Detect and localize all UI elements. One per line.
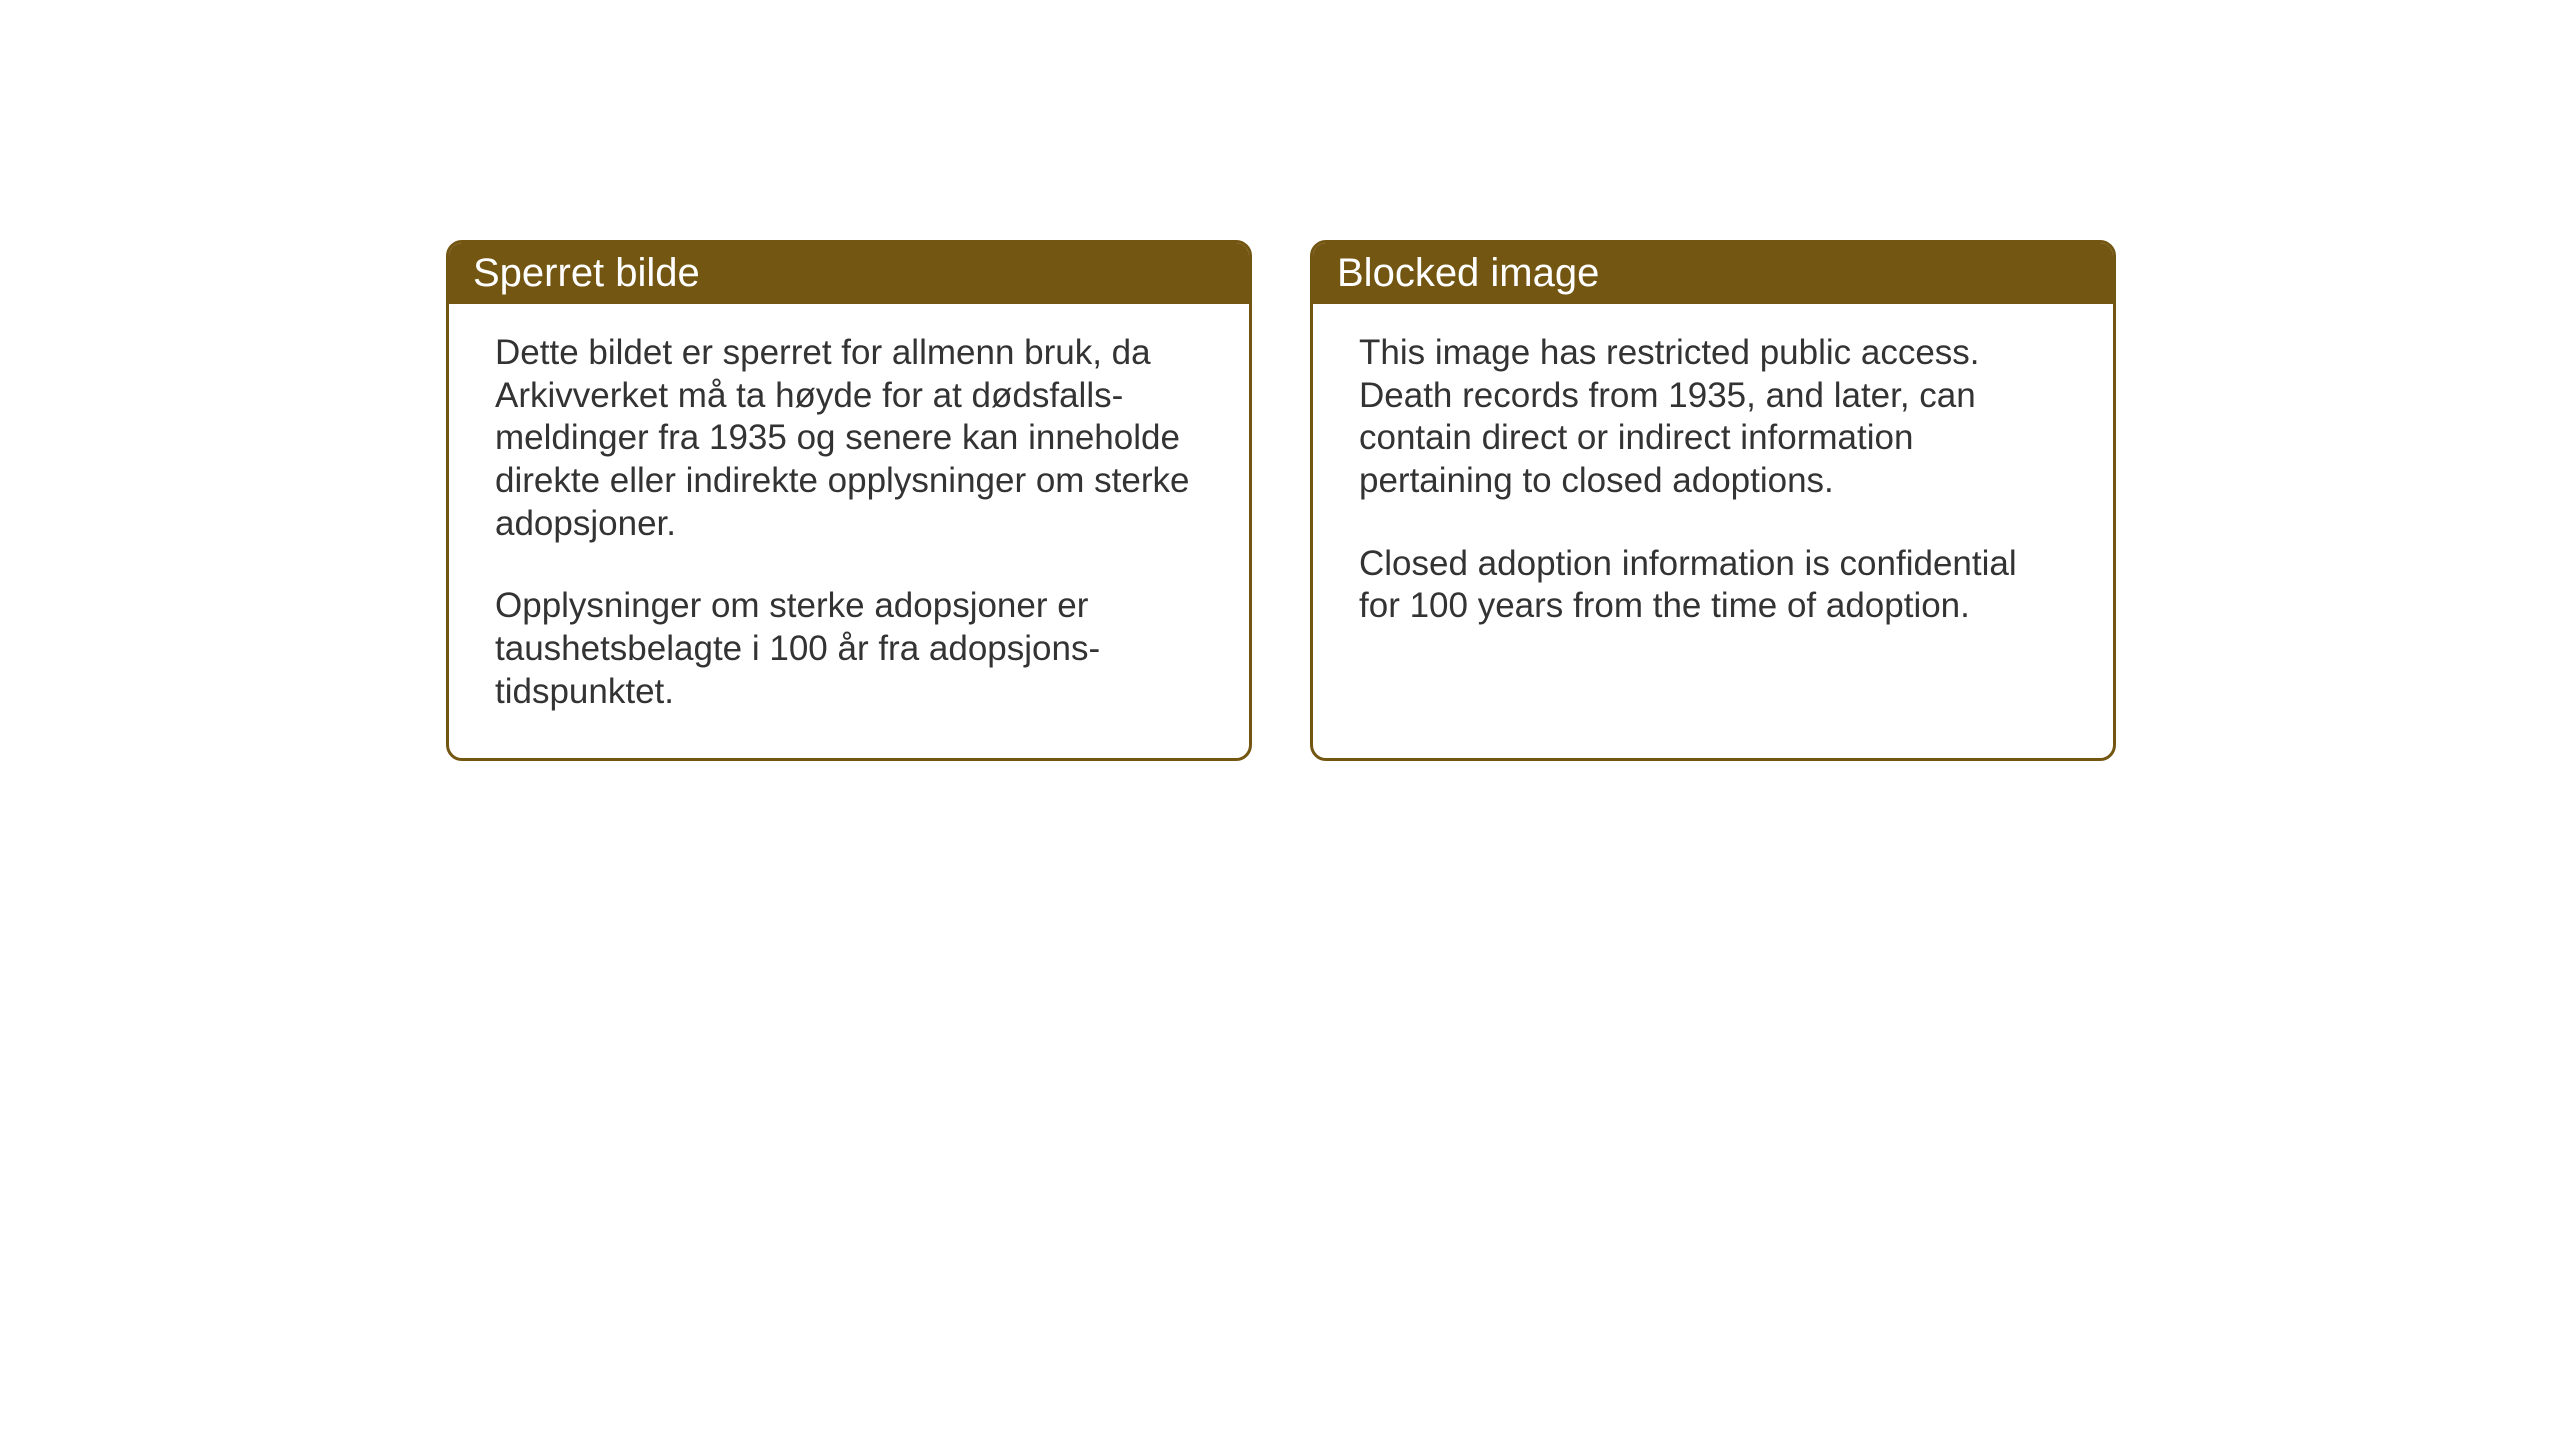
- card-body-norwegian: Dette bildet er sperret for allmenn bruk…: [449, 304, 1249, 758]
- card-body-english: This image has restricted public access.…: [1313, 304, 2113, 672]
- card-header-norwegian: Sperret bilde: [449, 243, 1249, 304]
- card-paragraph: This image has restricted public access.…: [1359, 332, 2067, 503]
- card-header-english: Blocked image: [1313, 243, 2113, 304]
- card-paragraph: Opplysninger om sterke adopsjoner er tau…: [495, 585, 1203, 713]
- card-paragraph: Closed adoption information is confident…: [1359, 543, 2067, 628]
- card-paragraph: Dette bildet er sperret for allmenn bruk…: [495, 332, 1203, 545]
- cards-container: Sperret bilde Dette bildet er sperret fo…: [446, 240, 2116, 761]
- card-english: Blocked image This image has restricted …: [1310, 240, 2116, 761]
- card-norwegian: Sperret bilde Dette bildet er sperret fo…: [446, 240, 1252, 761]
